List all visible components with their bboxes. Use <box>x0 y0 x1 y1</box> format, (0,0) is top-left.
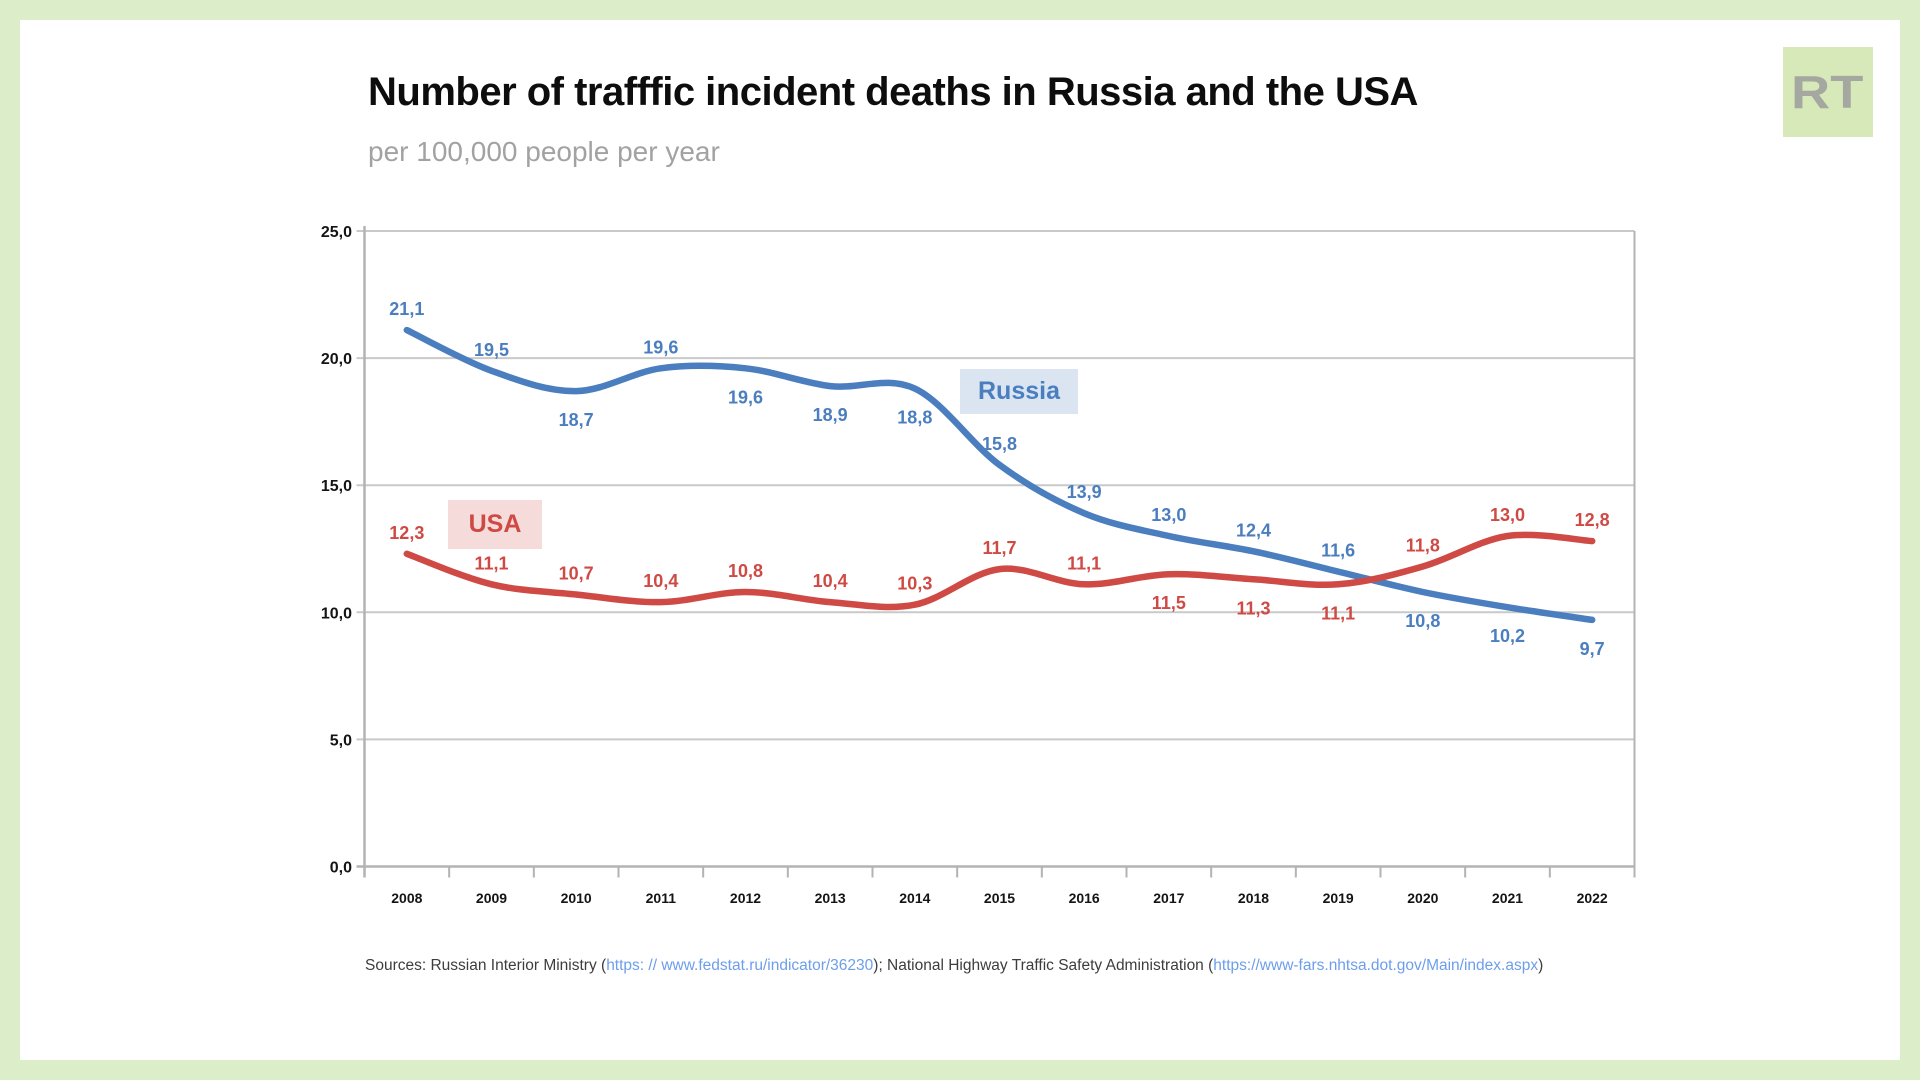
russia-data-label: 10,2 <box>1490 626 1525 646</box>
usa-data-label: 10,8 <box>728 561 763 581</box>
usa-data-label: 11,5 <box>1152 593 1186 613</box>
x-axis-label: 2021 <box>1492 890 1523 906</box>
y-axis-label: 10,0 <box>321 605 352 622</box>
usa-data-label: 11,7 <box>982 538 1016 558</box>
x-axis-label: 2010 <box>561 890 592 906</box>
sources-prefix: Sources: Russian Interior Ministry ( <box>365 957 607 974</box>
rt-logo: RT <box>1783 47 1873 137</box>
x-axis-label: 2022 <box>1577 890 1608 906</box>
x-axis-label: 2018 <box>1238 890 1269 906</box>
usa-data-label: 10,4 <box>813 571 848 591</box>
x-axis-label: 2017 <box>1153 890 1184 906</box>
russia-data-label: 13,9 <box>1067 482 1102 502</box>
y-axis-label: 0,0 <box>330 860 352 877</box>
x-axis-label: 2014 <box>899 890 930 906</box>
x-axis-label: 2015 <box>984 890 1015 906</box>
usa-data-label: 11,1 <box>1067 553 1101 573</box>
russia-data-label: 19,6 <box>728 387 763 407</box>
usa-data-label: 11,1 <box>474 553 508 573</box>
x-axis-label: 2011 <box>646 890 677 906</box>
usa-data-label: 12,3 <box>389 523 424 543</box>
legend-russia-label: Russia <box>978 377 1060 405</box>
russia-data-label: 21,1 <box>389 299 424 319</box>
russia-data-label: 13,0 <box>1151 505 1186 525</box>
russia-data-label: 18,8 <box>897 408 932 428</box>
usa-data-label: 11,3 <box>1236 598 1270 618</box>
x-axis-label: 2012 <box>730 890 761 906</box>
russia-data-label: 19,5 <box>474 340 509 360</box>
rt-logo-text: RT <box>1791 66 1864 118</box>
usa-data-label: 10,7 <box>559 564 594 584</box>
usa-data-label: 12,8 <box>1575 510 1610 530</box>
source-link-nhtsa[interactable]: https://www-fars.nhtsa.dot.gov/Main/inde… <box>1213 957 1539 974</box>
russia-data-label: 15,8 <box>982 434 1017 454</box>
russia-data-label: 19,6 <box>643 337 678 357</box>
x-axis-label: 2008 <box>391 890 422 906</box>
usa-data-label: 10,4 <box>643 571 678 591</box>
russia-line <box>403 326 1596 624</box>
legend-usa-label: USA <box>468 510 522 538</box>
usa-data-label: 11,8 <box>1406 536 1440 556</box>
y-axis-label: 20,0 <box>321 351 352 368</box>
usa-data-label: 11,1 <box>1321 603 1355 623</box>
x-axis-label: 2020 <box>1407 890 1438 906</box>
russia-data-label: 9,7 <box>1580 639 1605 659</box>
source-link-fedstat[interactable]: https: // www.fedstat.ru/indicator/36230 <box>606 957 874 974</box>
x-axis-label: 2016 <box>1069 890 1100 906</box>
x-axis-label: 2009 <box>476 890 507 906</box>
page-subtitle: per 100,000 people per year <box>368 136 720 167</box>
russia-data-label: 12,4 <box>1236 520 1271 540</box>
legend-russia: Russia <box>960 369 1078 414</box>
sources-line: Sources: Russian Interior Ministry (http… <box>365 957 1543 975</box>
sources-mid: ); National Highway Traffic Safety Admin… <box>873 957 1214 974</box>
usa-line <box>403 531 1596 611</box>
x-axis-label: 2019 <box>1323 890 1354 906</box>
legend-usa: USA <box>448 500 542 549</box>
russia-data-label: 10,8 <box>1405 611 1440 631</box>
y-axis-label: 5,0 <box>330 732 352 749</box>
sources-suffix: ) <box>1538 957 1544 974</box>
russia-data-label: 11,6 <box>1321 541 1355 561</box>
usa-data-label: 10,3 <box>897 574 932 594</box>
y-axis-label: 25,0 <box>321 224 352 241</box>
russia-data-label: 18,9 <box>813 405 848 425</box>
page-title: Number of trafffic incident deaths in Ru… <box>368 70 1418 114</box>
x-axis-label: 2013 <box>815 890 846 906</box>
y-axis-label: 15,0 <box>321 478 352 495</box>
usa-data-label: 13,0 <box>1490 505 1525 525</box>
russia-data-label: 18,7 <box>559 410 594 430</box>
